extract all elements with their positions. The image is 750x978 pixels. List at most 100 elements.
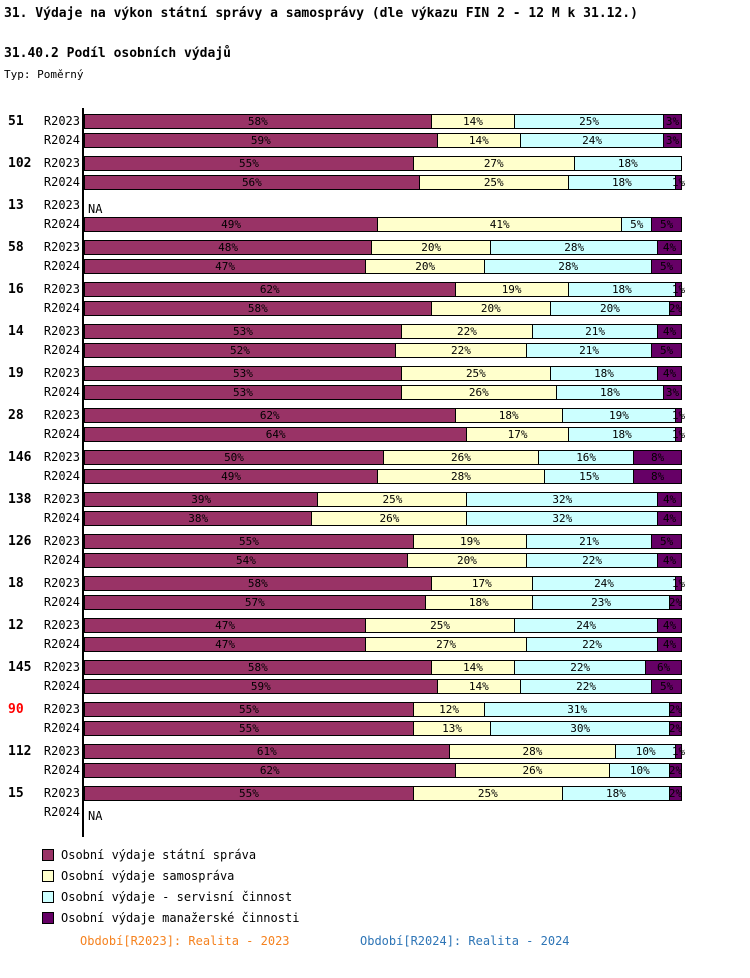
bar-segment-3: 5% (651, 680, 681, 693)
bar-group-51: 51 R2023 58% 14% 25% 3% R2024 59% 14% 24% 3% (0, 114, 750, 148)
stacked-bar: 47% 25% 24% 4% (84, 618, 682, 633)
bar-row: R2024 NA (0, 805, 750, 823)
group-id: 90 (8, 702, 24, 717)
bar-segment-3: 5% (651, 260, 681, 273)
bar-segment-3: 1% (672, 176, 685, 189)
bar-row: 19 R2023 53% 25% 18% 4% (0, 366, 750, 381)
bar-row: R2024 55% 13% 30% 2% (0, 721, 750, 736)
bar-segment-3: 1% (672, 409, 685, 422)
bar-segment-1: 26% (454, 764, 610, 777)
bar-row: R2024 62% 26% 10% 2% (0, 763, 750, 778)
bar-segment-1: 14% (436, 134, 521, 147)
bar-segment-0: 49% (85, 218, 378, 231)
bar-value-label: 47% (215, 638, 235, 651)
bar-value-label: 18% (605, 787, 626, 800)
bar-value-label: 22% (451, 344, 471, 357)
stacked-bar: 64% 17% 18% 1% (84, 427, 685, 442)
footer-left: Období[R2023]: Realita - 2023 (80, 934, 290, 948)
bar-row: 58 R2023 48% 20% 28% 4% (0, 240, 750, 255)
bar-row: R2024 47% 20% 28% 5% (0, 259, 750, 274)
bar-value-label: 20% (415, 260, 436, 273)
bar-segment-0: 55% (85, 787, 413, 800)
bar-cell: 55% 27% 18% (84, 156, 682, 171)
bar-segment-0: 47% (85, 260, 366, 273)
group-id: 146 (8, 450, 32, 465)
bar-value-label: 22% (582, 638, 602, 651)
bar-segment-3: 2% (669, 764, 682, 777)
bar-segment-2: 18% (567, 428, 676, 441)
stacked-bar: 39% 25% 32% 4% (84, 492, 682, 507)
bar-segment-2: 18% (567, 283, 676, 296)
bar-value-label: 58% (247, 577, 268, 590)
stacked-bar: 58% 20% 20% 2% (84, 301, 682, 316)
stacked-bar: 55% 27% 18% (84, 156, 682, 171)
bar-segment-2: 18% (561, 787, 670, 800)
bar-value-label: 17% (471, 577, 492, 590)
bar-segment-2: 21% (526, 344, 652, 357)
bar-group-28: 28 R2023 62% 18% 19% 1% R2024 64% 17% 18% 1% (0, 408, 750, 442)
bar-segment-2: 24% (531, 577, 676, 590)
stacked-bar: 53% 26% 18% 3% (84, 385, 682, 400)
bar-group-145: 145 R2023 58% 14% 22% 6% R2024 59% 14% 22% 5% (0, 660, 750, 694)
bar-segment-0: 53% (85, 367, 401, 380)
period-label: R2023 (43, 618, 80, 632)
bar-segment-0: 62% (85, 283, 455, 296)
bar-value-label: 5% (659, 260, 674, 273)
legend-label: Osobní výdaje samospráva (61, 869, 235, 883)
bar-value-label: 61% (256, 745, 277, 758)
bar-row: R2024 54% 20% 22% 4% (0, 553, 750, 568)
bar-value-label: 53% (233, 386, 253, 399)
bar-value-label: 59% (250, 680, 271, 693)
legend-swatch (42, 870, 54, 882)
bar-segment-1: 14% (430, 115, 515, 128)
period-label: R2023 (43, 660, 80, 674)
bar-value-label: 18% (594, 367, 614, 380)
chart-type-label: Typ: Poměrný (4, 68, 84, 81)
stacked-bar: 58% 14% 22% 6% (84, 660, 682, 675)
bar-value-label: 14% (468, 134, 489, 147)
bar-group-16: 16 R2023 62% 19% 18% 1% R2024 58% 20% 20% 2% (0, 282, 750, 316)
bar-value-label: 4% (662, 619, 677, 632)
bar-row: 13 R2023 NA (0, 198, 750, 216)
bar-segment-0: 57% (85, 596, 425, 609)
bar-cell: 52% 22% 21% 5% (84, 343, 682, 358)
bar-segment-2: 10% (615, 745, 676, 758)
stacked-bar: 55% 25% 18% 2% (84, 786, 682, 801)
stacked-bar: 53% 25% 18% 4% (84, 366, 682, 381)
bar-segment-2: 16% (537, 451, 634, 464)
bar-value-label: 47% (215, 619, 235, 632)
bar-row: R2024 38% 26% 32% 4% (0, 511, 750, 526)
period-label: R2023 (43, 240, 80, 254)
bar-value-label: 28% (558, 260, 579, 273)
bar-cell: 49% 28% 15% 8% (84, 469, 682, 484)
bar-cell: 62% 19% 18% 1% (84, 282, 685, 297)
bar-segment-0: 59% (85, 134, 437, 147)
bar-segment-1: 22% (394, 344, 527, 357)
bar-segment-3: 4% (657, 325, 681, 338)
bar-group-12: 12 R2023 47% 25% 24% 4% R2024 47% 27% 22% 4% (0, 618, 750, 652)
period-label: R2024 (43, 133, 80, 147)
bar-value-label: 59% (250, 134, 271, 147)
legend-item-1: Osobní výdaje samospráva (42, 870, 299, 882)
period-label: R2023 (43, 450, 80, 464)
bar-value-label: 4% (662, 325, 677, 338)
bar-value-label: 20% (421, 241, 442, 254)
bar-segment-2: 28% (484, 260, 652, 273)
period-label: R2024 (43, 217, 80, 231)
bar-row: R2024 49% 41% 5% 5% (0, 217, 750, 232)
bar-segment-3: 8% (633, 470, 681, 483)
bar-cell: 55% 25% 18% 2% (84, 786, 682, 801)
period-label: R2024 (43, 595, 80, 609)
stacked-bar: 54% 20% 22% 4% (84, 553, 682, 568)
bar-value-label: 5% (659, 535, 674, 548)
group-id: 112 (8, 744, 32, 759)
bar-segment-0: 58% (85, 577, 431, 590)
bar-value-label: 1% (671, 176, 686, 189)
period-label: R2024 (43, 511, 80, 525)
bar-value-label: 50% (224, 451, 244, 464)
bar-segment-2: 24% (520, 134, 664, 147)
chart-subtitle: 31.40.2 Podíl osobních výdajů (4, 46, 231, 61)
bar-segment-0: 56% (85, 176, 419, 189)
bar-cell: NA (84, 198, 682, 216)
bar-value-label: 4% (662, 512, 677, 525)
